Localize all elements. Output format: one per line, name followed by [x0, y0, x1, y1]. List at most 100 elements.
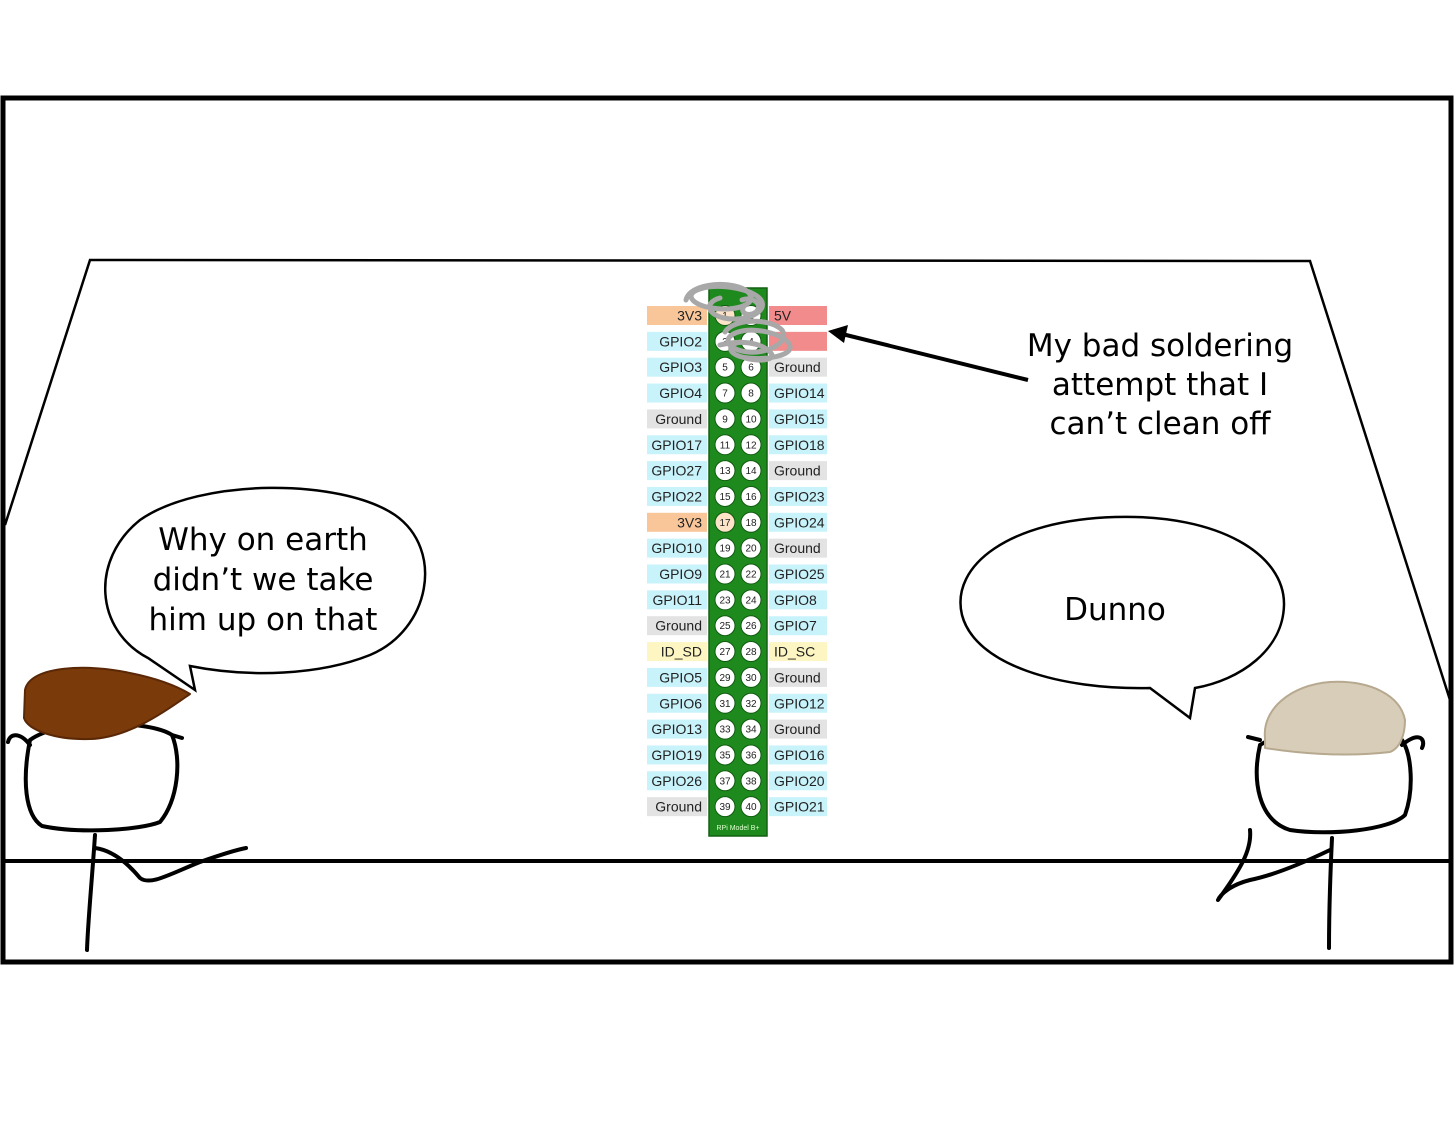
pin-label-left: GPIO11 [652, 592, 702, 608]
stick-figure-right [1216, 680, 1426, 950]
pin-number-left: 23 [719, 595, 731, 606]
pin-circle-left [714, 485, 736, 507]
pin-label-left: Ground [655, 799, 702, 815]
pin-label-right: GPIO15 [774, 411, 825, 427]
pin-label-bg-left [647, 797, 707, 817]
pin-circle-left [714, 770, 736, 792]
neck-body-right [1327, 836, 1334, 950]
pin-label-left: GPIO4 [659, 385, 702, 401]
pin-number-right: 28 [745, 647, 757, 658]
pin-number-left: 5 [722, 363, 728, 374]
stick-figure-left [6, 666, 248, 952]
pin-label-right: GPIO12 [774, 695, 825, 711]
pin-number-right: 10 [745, 414, 757, 425]
pin-label-bg-right [769, 590, 827, 610]
pin-number-left: 7 [722, 389, 728, 400]
pin-label-left: GPIO3 [659, 359, 702, 375]
pin-circle-right [740, 563, 762, 585]
pin-label-bg-left [647, 564, 707, 584]
pin-label-left: 3V3 [677, 514, 702, 530]
pin-label-bg-right [769, 719, 827, 739]
pin-number-right: 40 [745, 802, 757, 813]
pin-label-left: GPIO2 [659, 333, 702, 349]
pin-circle-right [740, 641, 762, 663]
cap-right [1263, 680, 1406, 756]
pin-label-right: GPIO14 [774, 385, 825, 401]
pin-circle-left [714, 460, 736, 482]
annotation-line-2: attempt that I [1052, 367, 1268, 403]
pin-circle-right [740, 770, 762, 792]
pin-number-left: 37 [719, 776, 731, 787]
pin-number-right: 20 [745, 544, 757, 555]
pin-number-left: 29 [719, 673, 731, 684]
hair-left [23, 666, 191, 741]
pin-label-left: Ground [655, 411, 702, 427]
pin-circle-left [714, 356, 736, 378]
pin-label-bg-right [769, 383, 827, 403]
pin-label-bg-left [647, 590, 707, 610]
pin-circle-right [740, 744, 762, 766]
pin-label-bg-right [769, 409, 827, 429]
pin-number-right: 12 [745, 440, 757, 451]
pin-label-bg-left [647, 306, 707, 325]
pin-circle-left [714, 666, 736, 688]
pin-circle-left [714, 511, 736, 533]
pin-label-bg-left [647, 771, 707, 791]
pin-number-left: 33 [719, 725, 731, 736]
pin-number-right: 8 [748, 389, 754, 400]
pin-label-bg-left [647, 719, 707, 739]
pin-label-bg-left [647, 667, 707, 687]
annotation-callout: My bad soldering attempt that I can’t cl… [828, 325, 1293, 442]
neck-body-left [85, 833, 97, 952]
pin-label-right: GPIO21 [774, 799, 825, 815]
pin-circle-right [740, 718, 762, 740]
pin-label-right: GPIO16 [774, 747, 825, 763]
pin-circle-left [714, 408, 736, 430]
speech-bubble-right: Dunno [959, 515, 1286, 721]
pin-label-left: GPIO9 [659, 566, 702, 582]
pin-number-right: 34 [745, 725, 757, 736]
pin-label-bg-right [769, 797, 827, 817]
pin-label-left: GPIO13 [651, 721, 702, 737]
board-pcb [708, 287, 768, 837]
pin-label-left: 3V3 [677, 308, 702, 324]
pin-number-left: 21 [719, 570, 731, 581]
speech-bubble-left: Why on earth didn’t we take him up on th… [104, 486, 427, 693]
head-left [23, 721, 180, 833]
pin-label-bg-right [769, 461, 827, 481]
pin-circle-right [740, 796, 762, 818]
pin-circle-right [740, 485, 762, 507]
pin-circle-right [740, 511, 762, 533]
pin-circle-left [714, 615, 736, 637]
pin-label-bg-left [647, 512, 707, 532]
pin-label-bg-right [769, 616, 827, 636]
pin-number-right: 24 [745, 595, 757, 606]
pin-label-left: GPIO19 [651, 747, 702, 763]
pin-circle-left [714, 744, 736, 766]
pin-number-left: 31 [719, 699, 731, 710]
speech-left-line-2: didn’t we take [153, 562, 374, 598]
pin-circle-left [714, 692, 736, 714]
pin-label-bg-right [769, 435, 827, 455]
pin-label-bg-right [769, 693, 827, 713]
pin-circle-right [740, 434, 762, 456]
pin-number-left: 19 [719, 544, 731, 555]
pin-circle-right [740, 408, 762, 430]
pin-label-bg-left [647, 745, 707, 765]
pin-label-bg-right [769, 564, 827, 584]
pin-label-left: GPIO22 [651, 488, 702, 504]
pin-label-left: GPIO10 [651, 540, 702, 556]
pin-number-left: 9 [722, 414, 728, 425]
pin-label-right: GPIO23 [774, 488, 825, 504]
pin-number-right: 36 [745, 750, 757, 761]
pin-label-bg-left [647, 409, 707, 429]
pin-number-left: 15 [719, 492, 731, 503]
pin-number-right: 38 [745, 776, 757, 787]
pin-label-bg-right [769, 771, 827, 791]
pin-number-left: 35 [719, 750, 731, 761]
pin-number-right: 22 [745, 570, 757, 581]
pin-circle-left [714, 589, 736, 611]
pin-label-bg-left [647, 616, 707, 636]
glasses-arm-left [170, 733, 184, 740]
pin-circle-left [714, 537, 736, 559]
